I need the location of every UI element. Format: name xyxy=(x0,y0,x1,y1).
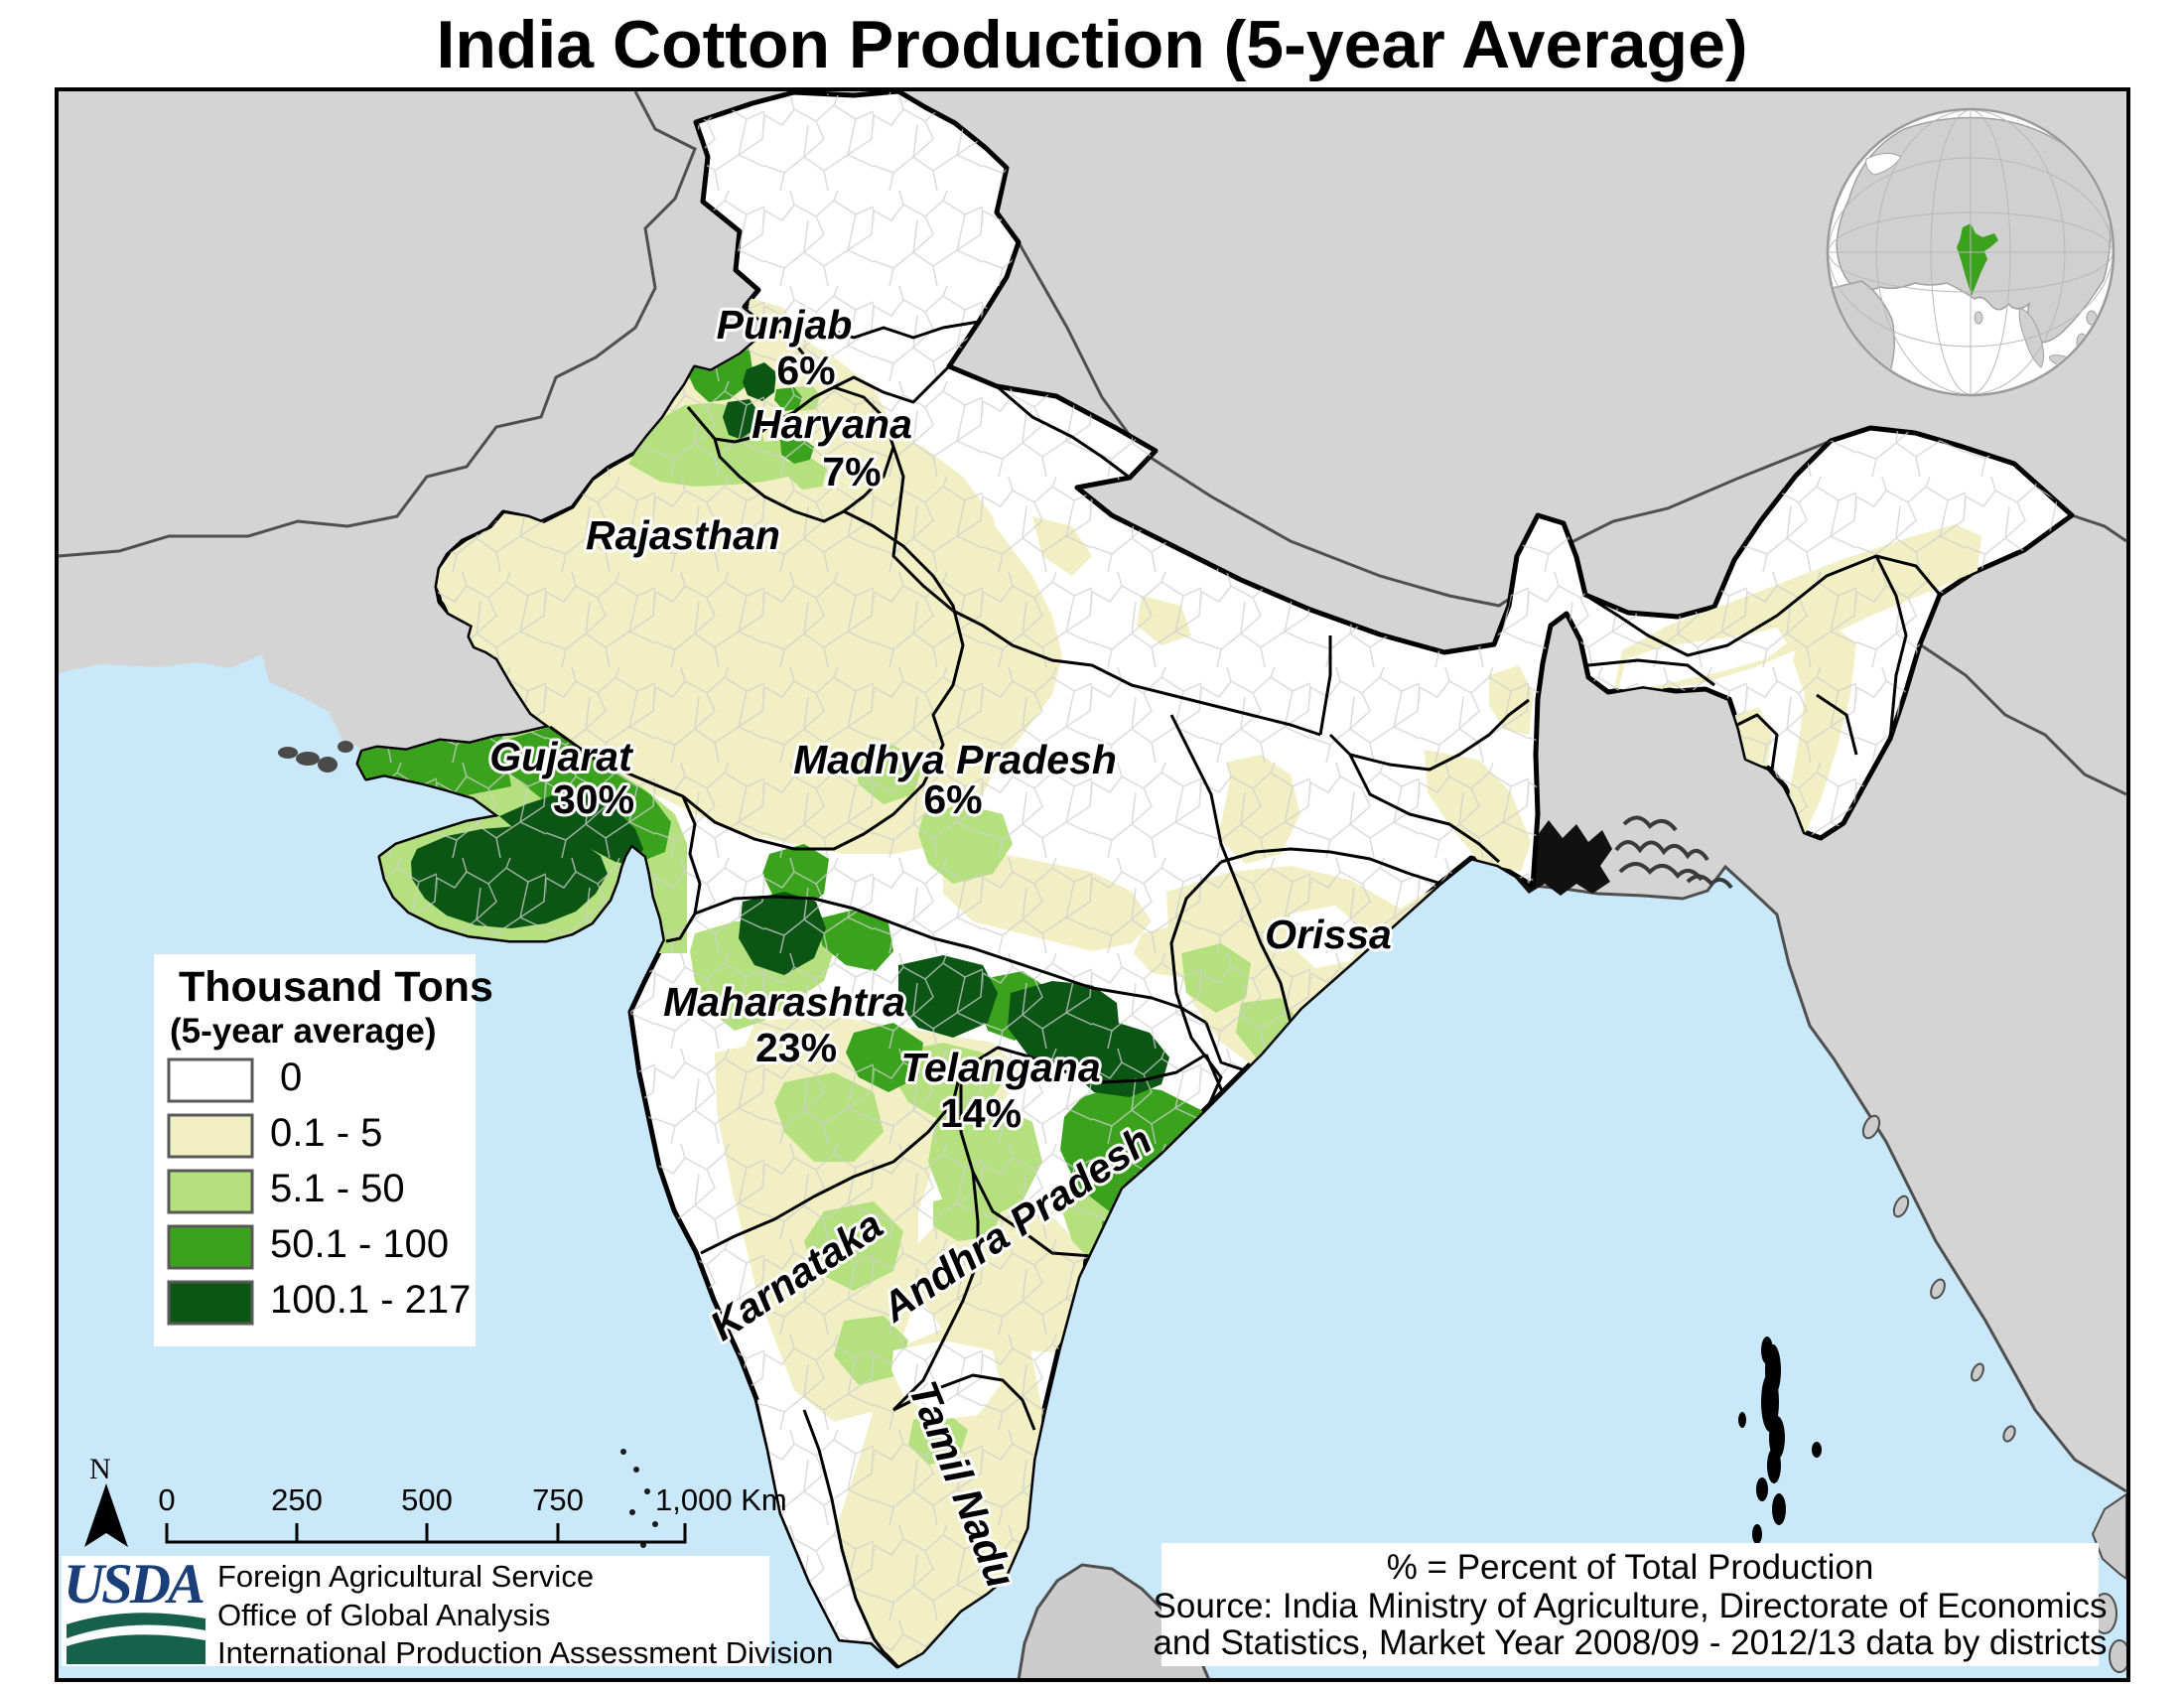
svg-text:Office of Global Analysis: Office of Global Analysis xyxy=(217,1598,550,1632)
svg-text:Rajasthan: Rajasthan xyxy=(586,512,780,558)
svg-text:7%: 7% xyxy=(822,449,881,494)
svg-text:6%: 6% xyxy=(776,348,835,393)
svg-text:23%: 23% xyxy=(755,1025,837,1070)
svg-text:Thousand Tons: Thousand Tons xyxy=(179,963,493,1011)
svg-text:USDA: USDA xyxy=(64,1553,204,1616)
svg-text:50.1 - 100: 50.1 - 100 xyxy=(270,1222,449,1266)
svg-text:% = Percent of Total Productio: % = Percent of Total Production xyxy=(1387,1548,1874,1587)
svg-text:Foreign Agricultural Service: Foreign Agricultural Service xyxy=(217,1559,594,1594)
svg-text:500: 500 xyxy=(401,1482,453,1517)
svg-text:Orissa: Orissa xyxy=(1265,912,1392,957)
svg-text:International Production Asses: International Production Assessment Divi… xyxy=(217,1635,833,1670)
svg-text:Haryana: Haryana xyxy=(751,401,912,447)
svg-text:14%: 14% xyxy=(940,1090,1022,1136)
svg-text:30%: 30% xyxy=(553,776,634,822)
svg-text:Telangana: Telangana xyxy=(900,1045,1100,1090)
svg-text:5.1 - 50: 5.1 - 50 xyxy=(270,1167,405,1210)
svg-text:250: 250 xyxy=(271,1482,323,1517)
svg-text:0: 0 xyxy=(280,1055,302,1099)
svg-text:Source: India Ministry of Agri: Source: India Ministry of Agriculture, D… xyxy=(1154,1587,2108,1625)
svg-text:Maharashtra: Maharashtra xyxy=(663,979,905,1025)
svg-text:and Statistics, Market Year 20: and Statistics, Market Year 2008/09 - 20… xyxy=(1153,1623,2107,1662)
svg-text:Punjab: Punjab xyxy=(717,302,853,348)
svg-text:6%: 6% xyxy=(923,776,982,822)
svg-text:100.1 - 217: 100.1 - 217 xyxy=(270,1278,471,1322)
svg-text:N: N xyxy=(89,1453,111,1485)
svg-text:Madhya Pradesh: Madhya Pradesh xyxy=(793,737,1117,782)
svg-text:Gujarat: Gujarat xyxy=(489,734,634,779)
svg-text:1,000 Km: 1,000 Km xyxy=(655,1482,787,1517)
svg-text:0: 0 xyxy=(158,1482,175,1517)
svg-text:0.1 - 5: 0.1 - 5 xyxy=(270,1111,382,1155)
svg-text:(5-year average): (5-year average) xyxy=(170,1012,437,1051)
svg-text:750: 750 xyxy=(532,1482,584,1517)
